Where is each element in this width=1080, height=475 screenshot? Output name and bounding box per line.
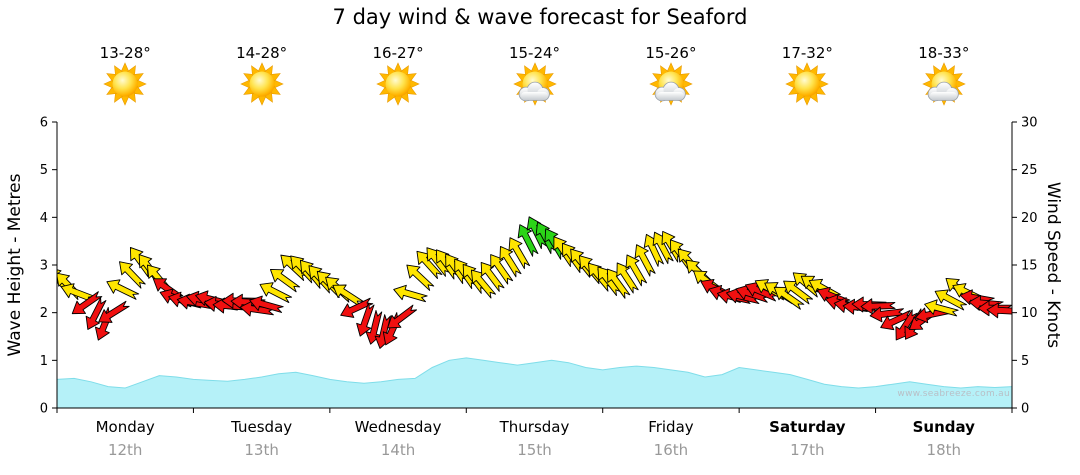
day-temp: 15-26° [645,44,697,62]
right-tick-label: 0 [1021,402,1029,417]
partly-cloudy-icon [512,62,557,106]
right-tick-label: 10 [1021,306,1038,321]
day-date: 13th [244,441,279,459]
day-temp: 15-24° [508,44,561,62]
partly-cloudy-icon [922,62,966,106]
right-tick-label: 20 [1021,211,1038,226]
day-name: Saturday [769,418,846,436]
right-tick-label: 25 [1021,163,1038,178]
wind-arrows [57,216,1012,349]
day-name: Wednesday [354,418,442,436]
left-tick-label: 6 [40,116,48,131]
day-temp: 14-28° [236,44,288,62]
day-name: Friday [648,418,694,436]
right-tick-label: 5 [1021,354,1029,369]
partly-cloudy-icon [649,62,693,106]
right-axis-label: Wind Speed - Knots [1043,181,1063,349]
day-date: 14th [380,441,416,459]
day-name: Sunday [912,418,975,436]
day-date: 12th [107,441,143,459]
sunny-icon [376,62,420,106]
sunny-icon [239,62,284,106]
day-date: 15th [517,441,552,459]
sunny-icon [785,62,830,106]
day-temp: 18-33° [918,44,970,62]
day-date: 18th [926,441,962,459]
day-temp: 16-27° [372,44,424,62]
left-tick-label: 4 [40,211,48,226]
left-tick-label: 2 [40,306,48,321]
watermark: www.seabreeze.com.au [897,389,1010,399]
right-tick-label: 15 [1021,259,1038,274]
left-tick-label: 5 [40,163,48,178]
left-tick-label: 0 [40,402,48,417]
day-name: Tuesday [231,418,293,436]
day-date: 16th [653,441,689,459]
day-temp: 17-32° [781,44,833,62]
day-date: 17th [790,441,825,459]
left-tick-label: 3 [40,259,48,274]
right-tick-label: 30 [1021,116,1038,131]
day-name: Thursday [499,418,570,436]
day-temp: 13-28° [99,44,151,62]
left-axis-label: Wave Height - Metres [5,173,25,357]
day-name: Monday [95,418,155,436]
sunny-icon [103,62,147,106]
page-title: 7 day wind & wave forecast for Seaford [332,5,748,29]
left-tick-label: 1 [40,354,48,369]
wave-height-area [57,357,1012,408]
